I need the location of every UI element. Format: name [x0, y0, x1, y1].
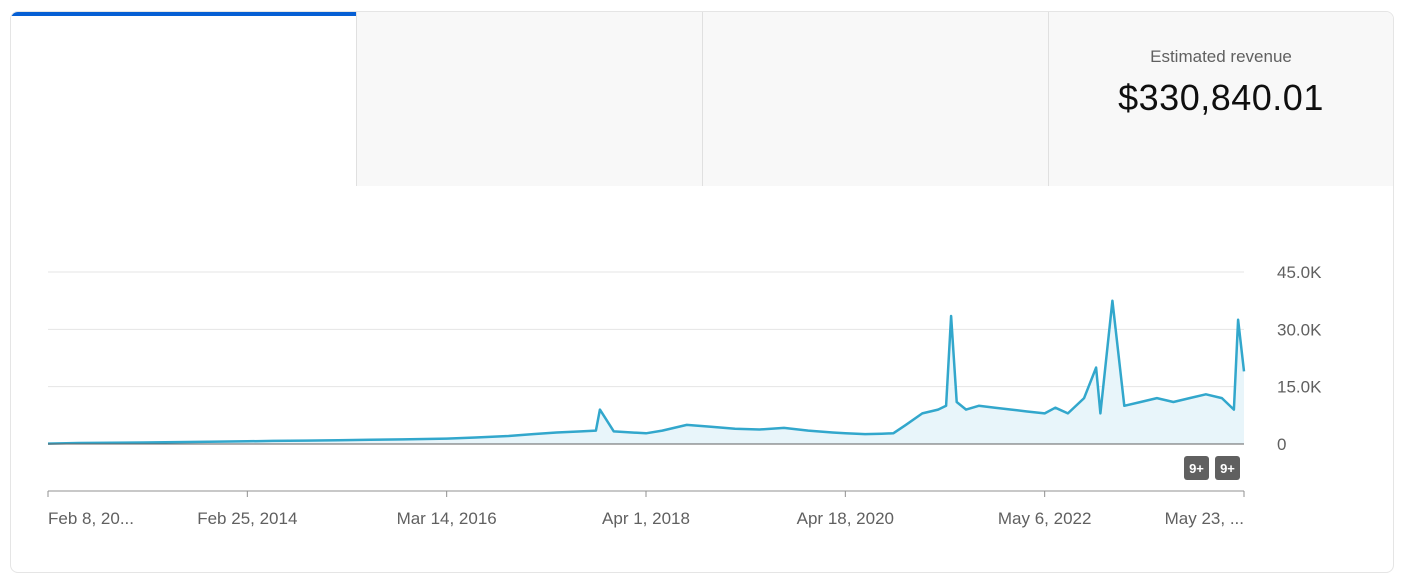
x-tick-label: Feb 8, 20...: [48, 509, 134, 528]
y-tick-label: 45.0K: [1277, 263, 1322, 282]
annotation-badge: 9+: [1220, 461, 1235, 476]
y-tick-label: 15.0K: [1277, 378, 1322, 397]
y-tick-label: 30.0K: [1277, 320, 1322, 339]
x-tick-label: May 23, ...: [1165, 509, 1244, 528]
x-tick-label: Apr 1, 2018: [602, 509, 690, 528]
y-axis: 0 15.0K 30.0K 45.0K: [1277, 263, 1322, 454]
chart-area: [48, 301, 1244, 444]
x-tick-label: Apr 18, 2020: [797, 509, 894, 528]
x-tick-label: Feb 25, 2014: [197, 509, 297, 528]
chart-gridlines: [48, 272, 1244, 387]
revenue-chart: 0 15.0K 30.0K 45.0K Feb 8, 20... Feb 25, 201…: [0, 0, 1401, 557]
series-area-fill: [48, 301, 1244, 444]
x-tick-label: May 6, 2022: [998, 509, 1092, 528]
x-tick-label: Mar 14, 2016: [397, 509, 497, 528]
y-tick-label: 0: [1277, 435, 1286, 454]
annotation-badges: 9+ 9+: [1184, 456, 1240, 480]
x-axis: Feb 8, 20... Feb 25, 2014 Mar 14, 2016 Apr …: [48, 491, 1244, 528]
annotation-badge: 9+: [1189, 461, 1204, 476]
